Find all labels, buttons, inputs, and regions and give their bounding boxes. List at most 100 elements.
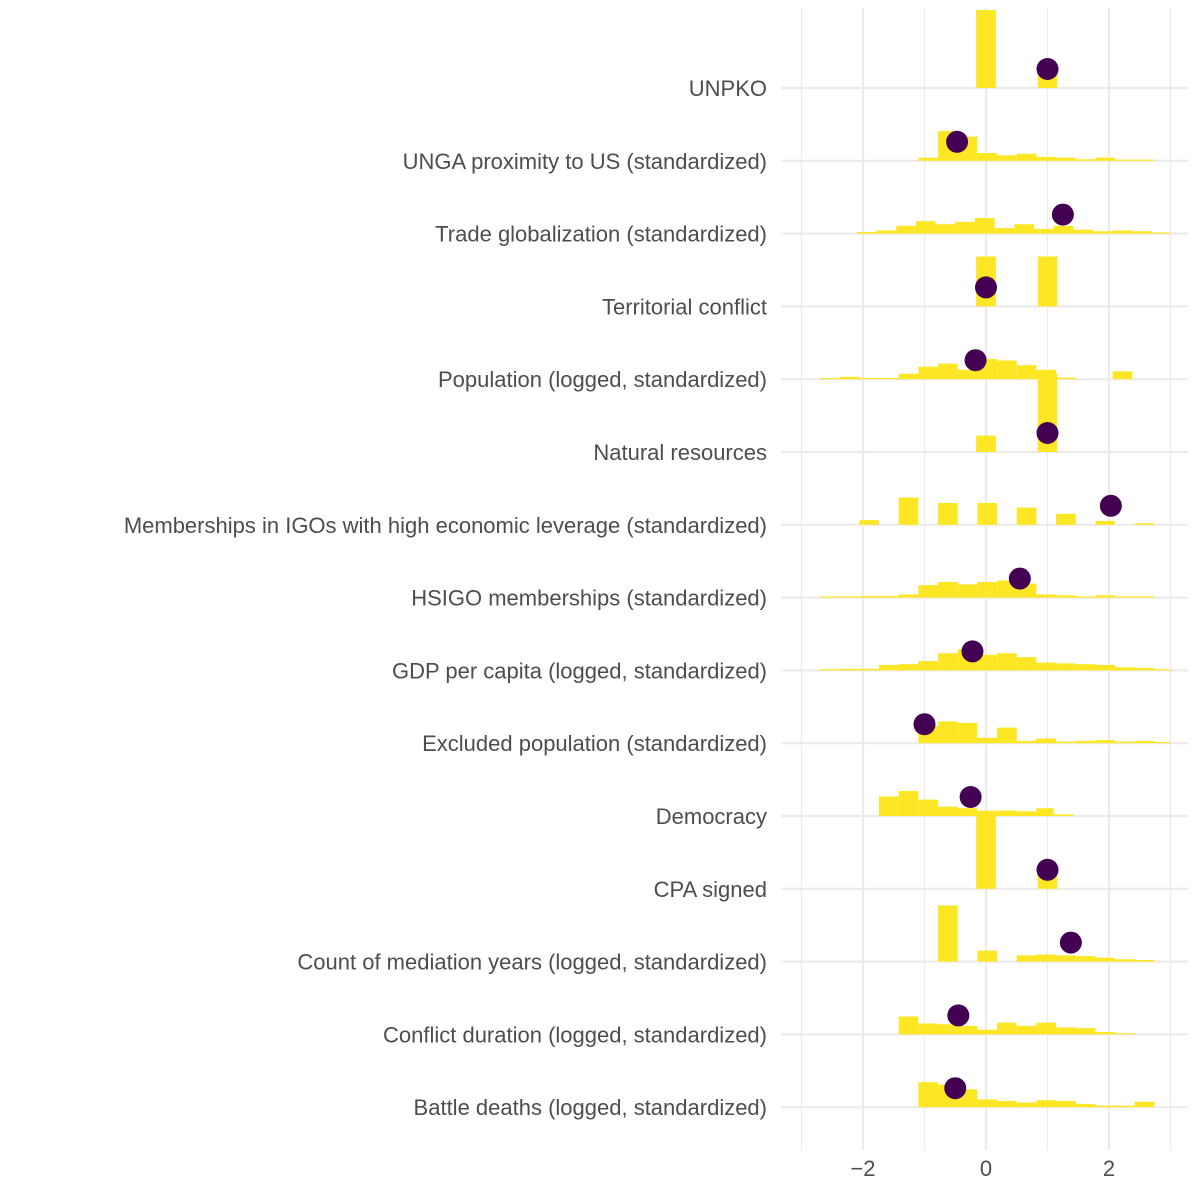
histogram-bar	[1056, 1027, 1076, 1035]
histogram-bar	[1075, 740, 1096, 744]
category-label: Conflict duration (logged, standardized)	[383, 1022, 767, 1047]
histogram-bar	[1036, 738, 1057, 744]
histogram-bar	[1053, 814, 1074, 816]
histogram-bar	[994, 228, 1015, 234]
histogram-bar	[918, 1082, 939, 1108]
histogram-bar	[977, 502, 998, 525]
histogram-bar	[918, 661, 939, 671]
histogram-bar	[1073, 229, 1094, 234]
histogram-bar	[938, 1024, 958, 1035]
histogram-bar	[1112, 371, 1133, 380]
histogram-bar	[938, 721, 958, 744]
histogram-bar	[1075, 956, 1096, 962]
histogram-bar	[898, 497, 919, 525]
histogram-bar	[977, 950, 998, 962]
histogram-bar	[1056, 955, 1076, 962]
histogram-bar	[1016, 153, 1037, 161]
x-tick-label: 0	[980, 1156, 992, 1181]
histogram-bar	[898, 373, 919, 380]
data-point	[1036, 422, 1059, 444]
histogram-bar	[957, 1025, 978, 1035]
histogram-bar	[915, 221, 936, 234]
histogram-bar	[918, 799, 939, 816]
category-labels: UNPKO UNGA proximity to US (standardized)…	[124, 76, 767, 1120]
histogram-bar	[1115, 741, 1135, 744]
histogram-bar	[997, 155, 1017, 161]
histogram-bar	[1134, 960, 1155, 962]
category-label: Population (logged, standardized)	[438, 367, 767, 392]
histogram-bar	[876, 230, 897, 234]
histogram-bar	[957, 369, 978, 380]
grid	[781, 8, 1188, 1150]
histogram-bar	[1115, 959, 1135, 962]
histogram-bar	[1036, 808, 1054, 816]
histogram-bar	[938, 582, 958, 598]
histogram-bar	[1036, 662, 1057, 671]
histogram-bar	[898, 791, 919, 816]
histogram-bar	[1036, 1022, 1057, 1035]
histogram-bar	[1056, 377, 1076, 380]
histogram-bar	[1036, 954, 1057, 962]
histogram-bar	[977, 153, 998, 161]
histogram-bar	[1016, 740, 1037, 744]
histogram-bar	[997, 360, 1017, 380]
histogram-bar	[938, 502, 958, 525]
histogram-bar	[977, 737, 998, 744]
histogram-bar	[938, 905, 958, 962]
histogram-bar	[1016, 365, 1037, 380]
histogram-bar	[839, 668, 860, 671]
histogram-bar	[1095, 1032, 1116, 1035]
histogram-bar	[1053, 225, 1074, 234]
histogram-bar	[997, 810, 1017, 816]
category-label: HSIGO memberships (standardized)	[411, 586, 767, 611]
histogram-bar	[1134, 668, 1155, 671]
histogram-bar	[976, 810, 996, 889]
histogram-bar	[1095, 520, 1116, 525]
histogram-bar	[938, 653, 958, 671]
data-point	[1036, 858, 1059, 881]
histogram-bar	[1154, 742, 1171, 744]
histogram-bar	[1056, 513, 1076, 525]
histogram-bar	[1112, 230, 1133, 234]
category-label: Trade globalization (standardized)	[435, 222, 767, 247]
histogram-bar	[878, 596, 899, 598]
histogram-bar	[1036, 594, 1057, 598]
data-point	[1036, 58, 1059, 80]
histogram-bar	[997, 1022, 1017, 1035]
histogram-bar	[977, 1029, 998, 1035]
histogram-bar	[819, 669, 840, 671]
histogram-bar	[1036, 156, 1057, 161]
histogram-bar	[1095, 957, 1116, 962]
histogram-bar	[878, 796, 899, 816]
histogram-bar	[1016, 1025, 1037, 1035]
histogram-bar	[974, 218, 995, 234]
data-point	[964, 349, 987, 372]
data-point	[1008, 567, 1031, 590]
category-label: CPA signed	[654, 877, 767, 902]
histogram-bar	[1095, 664, 1116, 671]
histogram-bar	[977, 654, 998, 671]
x-tick-label: 2	[1103, 1156, 1115, 1181]
histogram-bar	[859, 520, 879, 525]
histogram-bar	[1154, 669, 1171, 671]
histogram-bar	[1115, 1033, 1135, 1035]
histogram-bar	[955, 221, 975, 234]
category-label: UNPKO	[689, 76, 767, 101]
category-label: Natural resources	[593, 440, 767, 465]
histogram-bar	[976, 435, 996, 452]
data-point	[959, 786, 982, 808]
category-label: GDP per capita (logged, standardized)	[392, 658, 767, 683]
histogram-bar	[1056, 1100, 1076, 1108]
histogram-bar	[1056, 741, 1076, 744]
histogram-bar	[1134, 740, 1155, 744]
data-point	[944, 1077, 967, 1100]
histogram-bar	[898, 1016, 919, 1035]
histogram-bar	[1095, 1105, 1116, 1108]
histogram-bar	[896, 225, 916, 234]
histogram-bar	[918, 366, 939, 380]
histogram-bar	[1016, 955, 1037, 962]
histogram-bar	[1016, 507, 1037, 525]
histogram-bar	[1115, 667, 1135, 671]
category-label: Territorial conflict	[602, 294, 767, 319]
